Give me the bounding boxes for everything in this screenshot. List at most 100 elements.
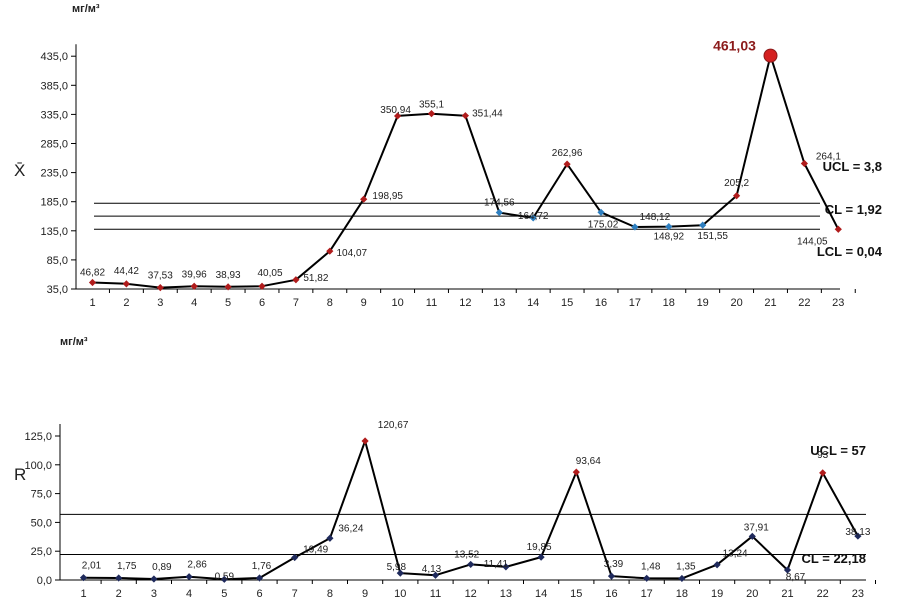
p2-data-label: 1,76 [252,561,272,572]
p2-y-axis-title: R [14,465,26,484]
p2-x-tick-label: 19 [711,588,723,600]
p2-x-tick-label: 21 [781,588,793,600]
p2-data-point [326,534,334,542]
p2-x-tick-label: 18 [676,588,688,600]
p2-data-label: 93 [817,450,829,461]
p1-data-point [597,208,605,216]
p1-data-point [427,110,436,118]
p2-data-label: 13,52 [454,549,479,560]
p2-data-point [854,532,862,540]
p2-data-label: 1,75 [117,561,137,572]
p2-data-label: 5,98 [387,562,407,573]
p2-data-point [713,561,721,569]
p2-x-tick-label: 13 [500,588,512,600]
p1-x-tick-label: 7 [293,297,299,309]
p1-ref-line-label: LCL = 0,04 [817,244,883,259]
p1-data-label: 461,03 [713,38,756,54]
p1-data-point [563,160,571,168]
p1-data-point [495,208,503,217]
p1-x-tick-label: 2 [123,297,129,309]
p1-x-tick-label: 22 [798,297,810,309]
p1-data-label: 262,96 [552,148,583,159]
p1-x-tick-label: 1 [89,297,95,309]
p2-data-point [115,574,123,582]
p2-x-tick-label: 10 [394,588,406,600]
p1-y-tick-label: 35,0 [47,284,68,296]
p1-x-tick-label: 21 [764,297,776,309]
p1-data-point [699,221,707,229]
p2-data-point [467,560,475,569]
p1-data-label: 205,2 [724,178,749,189]
p2-data-point [607,572,616,580]
p2-x-tick-label: 5 [221,588,227,600]
p1-data-label: 151,55 [697,231,728,242]
p2-x-tick-label: 20 [746,588,758,600]
p2-data-point [431,571,440,579]
p2-data-label: 13,24 [723,549,748,560]
p2-unit-label: мг/м³ [60,336,88,348]
p2-data-point [783,566,792,574]
p2-data-label: 8,67 [786,572,806,583]
p1-y-tick-label: 135,0 [40,226,68,238]
p2-data-point [819,469,827,477]
p1-data-label: 44,42 [114,266,139,277]
p1-data-label: 51,82 [303,273,328,284]
p2-y-tick-label: 50,0 [31,517,52,529]
p1-data-point [326,247,334,255]
p1-y-tick-label: 335,0 [40,109,68,121]
p2-data-point [361,437,369,445]
p2-data-point [537,553,545,561]
p1-data-label: 355,1 [419,100,444,111]
p1-ref-line-label: CL = 1,92 [825,202,882,217]
p2-x-tick-label: 3 [151,588,157,600]
p1-x-tick-label: 4 [191,297,197,309]
p1-data-label: 37,53 [148,271,173,282]
p1-data-label: 164,72 [518,211,549,222]
p2-x-tick-label: 17 [641,588,653,600]
p2-x-tick-label: 9 [362,588,368,600]
p2-data-point [502,563,510,571]
p2-data-label: 2,86 [187,560,207,571]
p2-y-tick-label: 100,0 [24,460,52,472]
p2-data-point [255,574,264,582]
p1-x-tick-label: 19 [697,297,709,309]
p2-x-tick-label: 7 [292,588,298,600]
p1-data-label: 351,44 [472,109,503,120]
p2-x-tick-label: 12 [465,588,477,600]
p2-data-point [396,569,404,577]
p2-x-tick-label: 6 [256,588,262,600]
p1-x-tick-label: 18 [663,297,675,309]
p2-ref-line-label: CL = 22,18 [802,551,866,566]
p1-data-label: 148,92 [654,232,685,243]
p1-x-tick-label: 23 [832,297,844,309]
p2-data-point [185,573,193,581]
p2-y-tick-label: 25,0 [31,546,52,558]
p1-x-tick-label: 17 [629,297,641,309]
p1-data-point [733,192,741,200]
p1-data-label: 174,56 [484,198,515,209]
p1-x-tick-label: 13 [493,297,505,309]
p2-x-tick-label: 23 [852,588,864,600]
p1-x-tick-label: 3 [157,297,163,309]
p1-data-point [631,223,639,231]
p2-y-tick-label: 125,0 [24,431,52,443]
p1-y-tick-label: 85,0 [47,255,68,267]
p2-data-label: 1,35 [676,561,696,572]
p2-ref-line-label: UCL = 57 [810,443,866,458]
p1-y-tick-label: 385,0 [40,80,68,92]
p1-data-point [461,112,469,120]
p1-data-point [800,159,808,168]
p2-data-point [748,532,756,540]
p2-data-label: 19,85 [527,542,552,553]
p1-y-tick-label: 285,0 [40,139,68,151]
p2-data-label: 38,13 [845,527,870,538]
p1-data-point [763,48,778,63]
p1-data-label: 144,05 [797,236,828,247]
p1-x-tick-label: 14 [527,297,539,309]
p1-series-line [92,54,840,289]
p1-x-tick-label: 16 [595,297,607,309]
p1-data-point [190,282,198,290]
p2-data-point [291,553,299,562]
p2-y-tick-label: 75,0 [31,489,52,501]
p1-data-point [394,112,402,120]
